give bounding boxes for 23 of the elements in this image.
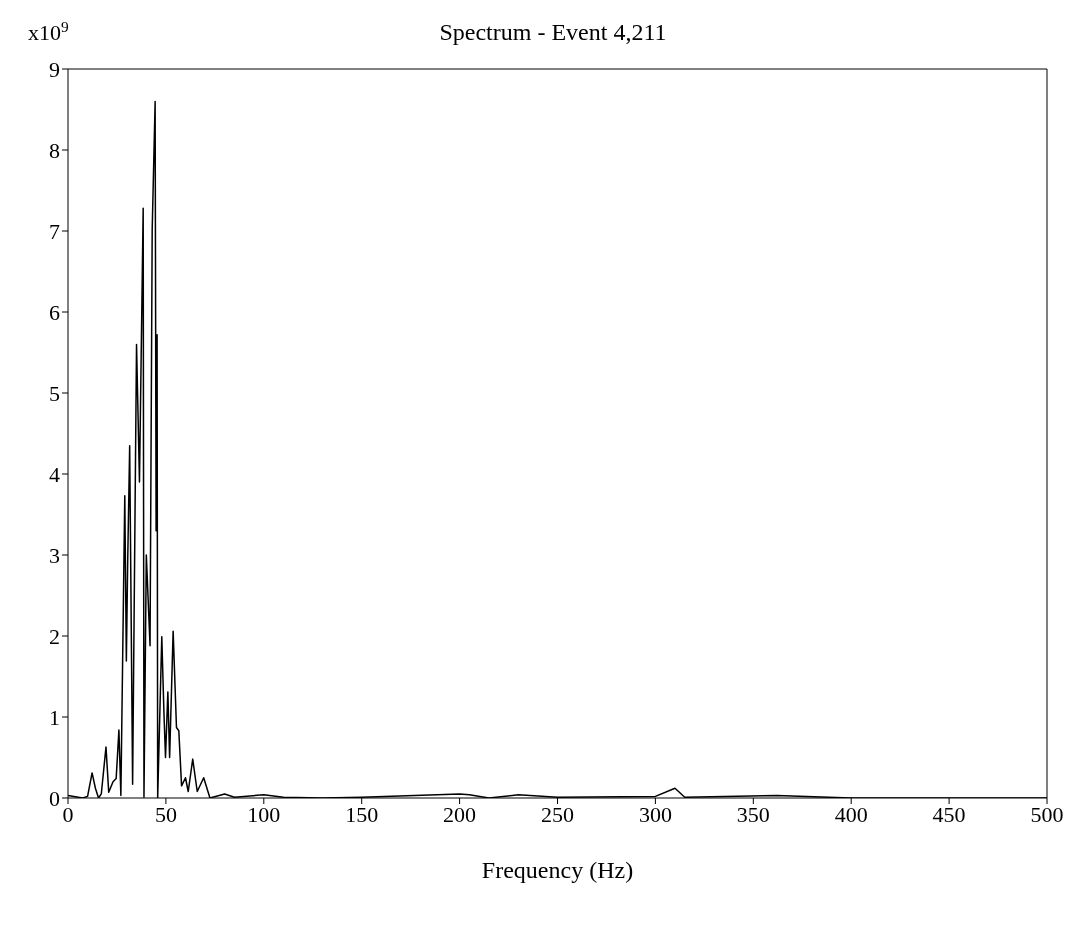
x-tick-label: 250 [541,801,574,827]
x-axis-title: Frequency (Hz) [481,857,634,883]
y-tick-label: 1 [49,704,60,730]
x-tick-label: 500 [1030,801,1064,827]
y-tick-label: 0 [49,785,60,811]
y-tick-label: 9 [49,56,60,82]
text: x10$^{9}$ [28,17,69,45]
x-tick-label: 400 [834,801,868,827]
x-tick-label: 200 [443,801,477,827]
y-tick-label: 2 [49,623,60,649]
y-tick-label: 5 [49,380,60,406]
y-tick-label: 3 [49,542,60,568]
chart-title: Spectrum - Event 4,211 [439,19,667,45]
x-tick-label: 150 [345,801,379,827]
y-tick-label: 7 [49,218,60,244]
y-tick-label: 4 [49,461,60,487]
y-tick-label: 6 [49,299,60,325]
x-tick-label: 300 [638,801,672,827]
x-tick-label: 350 [736,801,770,827]
x-tick-label: 450 [932,801,966,827]
y-tick-label: 8 [49,137,60,163]
x-tick-label: 100 [247,801,281,827]
x-tick-label: 50 [154,801,177,827]
